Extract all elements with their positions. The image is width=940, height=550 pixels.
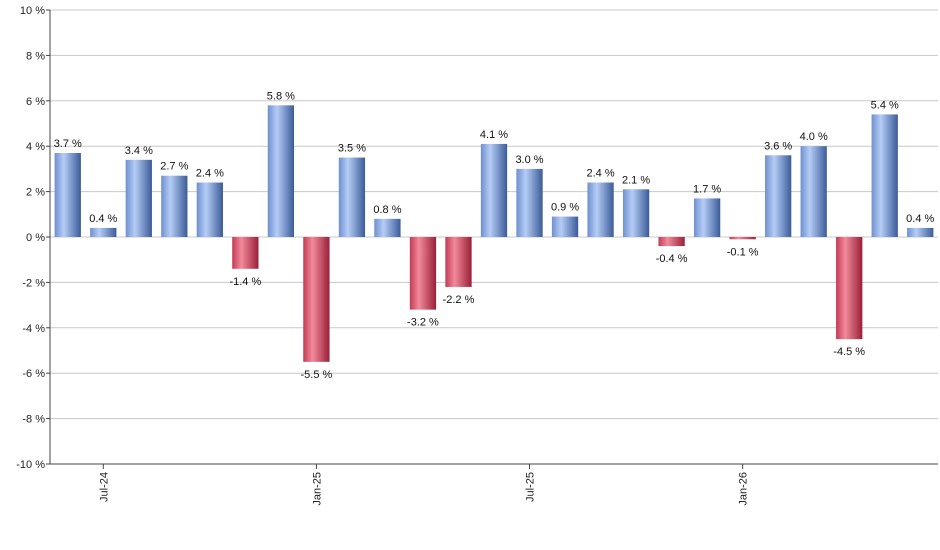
bar xyxy=(516,168,543,237)
data-label: 0.4 % xyxy=(89,213,117,225)
y-tick-label: 10 % xyxy=(20,5,45,17)
data-label: -2.2 % xyxy=(443,294,475,306)
y-tick-label: 0 % xyxy=(26,232,45,244)
bar xyxy=(658,237,685,247)
data-label: 0.8 % xyxy=(373,204,401,216)
bars xyxy=(54,105,934,362)
data-label: 3.6 % xyxy=(764,140,792,152)
x-tick-label: Jul-24 xyxy=(98,472,110,502)
bar xyxy=(161,175,188,237)
y-tick-label: 4 % xyxy=(26,141,45,153)
data-label: 2.4 % xyxy=(586,168,614,180)
bar xyxy=(232,237,259,269)
data-label: 2.4 % xyxy=(196,168,224,180)
y-tick-labels: 10 % 8 % 6 % 4 % 2 % 0 % -2 % -4 % -6 % -8 % -10 % xyxy=(16,5,45,471)
data-label: 2.7 % xyxy=(160,161,188,173)
bar xyxy=(338,157,366,237)
bar xyxy=(125,159,152,237)
data-label: 2.1 % xyxy=(622,174,650,186)
x-tick-label: Jan-26 xyxy=(738,472,750,506)
bar xyxy=(445,237,472,287)
data-label: -1.4 % xyxy=(229,276,261,288)
bar xyxy=(622,189,650,237)
data-label: 5.4 % xyxy=(871,99,899,111)
data-label: -4.5 % xyxy=(833,346,865,358)
data-label: -0.1 % xyxy=(727,246,759,258)
bar xyxy=(587,182,614,237)
x-tick-labels: Jul-24 Jan-25 Jul-25 Jan-26 xyxy=(98,472,749,506)
y-tick-label: -10 % xyxy=(16,459,45,471)
data-label: 3.7 % xyxy=(54,138,82,150)
bar xyxy=(196,182,223,237)
data-label: 4.1 % xyxy=(480,129,508,141)
bar xyxy=(836,237,863,340)
data-label: 0.4 % xyxy=(906,213,934,225)
data-label: 4.0 % xyxy=(800,131,828,143)
data-label: 3.5 % xyxy=(338,143,366,155)
bar xyxy=(267,105,295,237)
data-label: 3.4 % xyxy=(125,145,153,157)
bar xyxy=(693,198,721,237)
bar xyxy=(729,237,756,240)
data-label: 1.7 % xyxy=(693,183,721,195)
bar xyxy=(54,153,81,237)
data-labels: 3.7 % 0.4 % 3.4 % 2.7 % 2.4 % -1.4 % 5.8 % -5.5… xyxy=(54,90,935,381)
y-tick-label: -6 % xyxy=(22,368,45,380)
y-tick-label: 6 % xyxy=(26,96,45,108)
data-label: 5.8 % xyxy=(267,90,295,102)
bar xyxy=(871,114,898,237)
bar xyxy=(374,218,401,237)
data-label: 0.9 % xyxy=(551,202,579,214)
data-label: -5.5 % xyxy=(301,369,333,381)
x-tick-label: Jul-25 xyxy=(525,472,537,502)
bar xyxy=(907,227,934,237)
bar xyxy=(480,143,508,237)
data-label: -3.2 % xyxy=(407,317,439,329)
bar xyxy=(800,146,827,237)
bar xyxy=(303,237,330,362)
bar xyxy=(551,216,579,237)
bar xyxy=(90,227,117,237)
y-tick-label: -4 % xyxy=(22,323,45,335)
x-tick-label: Jan-25 xyxy=(311,472,323,506)
bar xyxy=(409,237,437,310)
y-tick-label: -2 % xyxy=(22,277,45,289)
y-tick-label: 2 % xyxy=(26,187,45,199)
y-tick-label: -8 % xyxy=(22,414,45,426)
data-label: -0.4 % xyxy=(656,253,688,265)
y-tick-label: 8 % xyxy=(26,50,45,62)
bar xyxy=(765,155,792,237)
axes xyxy=(46,9,938,469)
data-label: 3.0 % xyxy=(515,154,543,166)
